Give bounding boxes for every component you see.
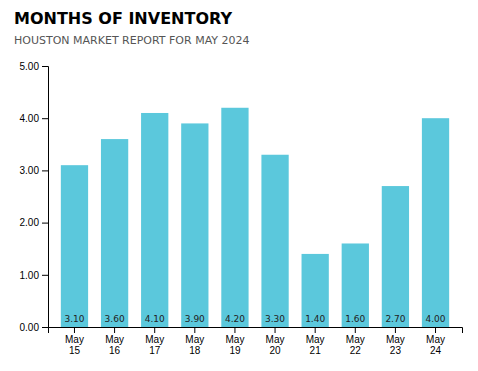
x-tick-label: May19 (225, 334, 244, 356)
x-tick-label-line: 18 (189, 345, 201, 356)
bar (181, 123, 208, 327)
y-tick-mark (42, 327, 48, 328)
y-tick-mark (42, 118, 48, 119)
x-tick-label: May17 (145, 334, 164, 356)
plot: 0.001.002.003.004.005.00May15May16May17M… (20, 61, 463, 356)
y-tick: 4.00 (20, 113, 48, 124)
y-tick-label: 4.00 (20, 113, 40, 124)
x-tick-label-line: 20 (269, 345, 281, 356)
x-tick-label-line: May (105, 334, 124, 345)
x-tick-label: May15 (65, 334, 84, 356)
x-tick-label-line: 22 (350, 345, 362, 356)
title: MONTHS OF INVENTORY (14, 9, 232, 28)
x-tick-label: May16 (105, 334, 124, 356)
x-tick-label-line: 15 (69, 345, 81, 356)
bars (61, 108, 449, 327)
x-tick: May22 (346, 327, 365, 356)
bar (101, 139, 128, 327)
data-label: 3.30 (265, 314, 285, 324)
y-tick: 0.00 (20, 322, 48, 333)
bar (141, 113, 168, 327)
x-tick-mark (395, 327, 396, 333)
x-tick: May20 (266, 327, 285, 356)
x-tick-label-line: May (306, 334, 325, 345)
x-tick: May23 (386, 327, 405, 356)
x-tick-label-line: 17 (149, 345, 161, 356)
x-tick-mark (315, 327, 316, 333)
bar (261, 155, 288, 327)
y-tick: 3.00 (20, 165, 48, 176)
x-tick-mark (355, 327, 356, 333)
x-tick-label: May24 (426, 334, 445, 356)
bar (221, 108, 248, 327)
data-label: 1.40 (305, 314, 325, 324)
x-tick: May17 (145, 327, 164, 356)
x-tick-label-line: 23 (390, 345, 402, 356)
y-tick-label: 2.00 (20, 217, 40, 228)
x-tick-mark (234, 327, 235, 333)
x-axis: May15May16May17May18May19May20May21May22… (49, 327, 463, 356)
x-tick: May24 (426, 327, 445, 356)
data-label: 4.10 (145, 314, 165, 324)
data-label: 4.20 (225, 314, 245, 324)
x-tick-label-line: 21 (310, 345, 322, 356)
y-tick-label: 5.00 (20, 61, 40, 72)
x-tick: May19 (225, 327, 244, 356)
y-tick-mark (42, 275, 48, 276)
bar (302, 254, 329, 327)
x-tick-label: May22 (346, 334, 365, 356)
bar (342, 243, 369, 327)
x-tick-label-line: May (145, 334, 164, 345)
subtitle: HOUSTON MARKET REPORT FOR MAY 2024 (14, 34, 250, 47)
x-tick-label-line: May (346, 334, 365, 345)
x-tick-mark (275, 327, 276, 333)
x-tick-mark (435, 327, 436, 333)
y-tick: 2.00 (20, 217, 48, 228)
x-axis-line (49, 328, 463, 334)
x-tick: May21 (306, 327, 325, 356)
y-axis: 0.00 1.00 2.00 3.00 4.00 5.00 (20, 61, 49, 333)
x-tick-mark (74, 327, 75, 333)
x-tick-label-line: May (185, 334, 204, 345)
bar (382, 186, 409, 327)
y-tick-mark (42, 170, 48, 171)
x-tick-label: May23 (386, 334, 405, 356)
x-tick-label-line: May (386, 334, 405, 345)
x-tick-label-line: May (426, 334, 445, 345)
y-tick-label: 3.00 (20, 165, 40, 176)
x-tick: May18 (185, 327, 204, 356)
x-tick: May16 (105, 327, 124, 356)
x-tick-label-line: May (225, 334, 244, 345)
y-tick-label: 0.00 (20, 322, 40, 333)
x-tick-label: May18 (185, 334, 204, 356)
bar (422, 118, 449, 327)
data-labels: 3.10 3.60 4.10 3.90 4.20 3.30 1.40 1.60 2.70 4.00 (64, 314, 445, 324)
data-label: 1.60 (345, 314, 365, 324)
y-tick: 5.00 (20, 61, 48, 72)
data-label: 3.10 (64, 314, 84, 324)
x-tick-mark (194, 327, 195, 333)
data-label: 2.70 (385, 314, 405, 324)
data-label: 4.00 (425, 314, 445, 324)
x-tick-label-line: May (65, 334, 84, 345)
chart: MONTHS OF INVENTORY HOUSTON MARKET REPORT… (0, 0, 478, 371)
data-label: 3.90 (185, 314, 205, 324)
x-tick-label: May21 (306, 334, 325, 356)
y-axis-line (42, 67, 49, 328)
x-tick-label-line: 19 (229, 345, 241, 356)
y-tick-label: 1.00 (20, 270, 40, 281)
y-tick-mark (42, 66, 48, 67)
x-tick-mark (114, 327, 115, 333)
x-tick: May15 (65, 327, 84, 356)
x-tick-label: May20 (266, 334, 285, 356)
y-tick-mark (42, 223, 48, 224)
y-tick: 1.00 (20, 270, 48, 281)
x-tick-label-line: 24 (430, 345, 442, 356)
bar (61, 165, 88, 327)
x-tick-label-line: May (266, 334, 285, 345)
data-label: 3.60 (105, 314, 125, 324)
x-tick-label-line: 16 (109, 345, 121, 356)
x-tick-mark (154, 327, 155, 333)
